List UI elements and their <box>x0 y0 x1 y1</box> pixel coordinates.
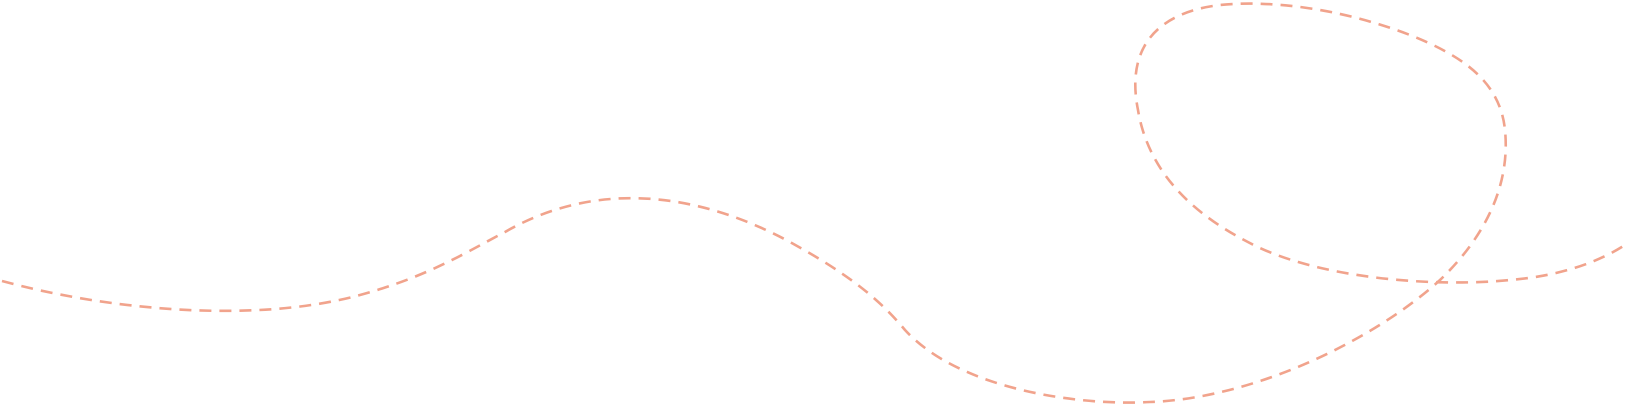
dashed-loop-decoration <box>1 2 1629 404</box>
background-canvas <box>1 2 1629 404</box>
dashed-curve-path <box>1 2 1629 404</box>
